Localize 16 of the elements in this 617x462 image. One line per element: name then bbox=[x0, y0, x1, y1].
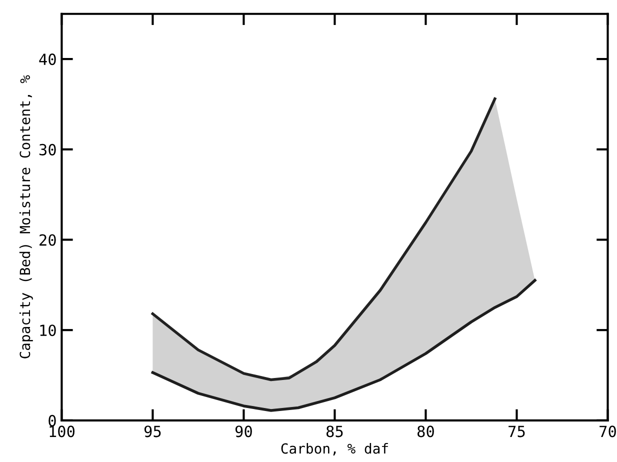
y-tick-label: 40 bbox=[39, 54, 56, 66]
y-tick-label: 30 bbox=[39, 144, 56, 156]
y-tick-label: 0 bbox=[48, 414, 56, 426]
x-tick-label: 80 bbox=[418, 426, 434, 438]
x-tick-label: 95 bbox=[144, 426, 161, 438]
line-series bbox=[151, 97, 496, 382]
x-tick-label: 75 bbox=[508, 426, 525, 438]
x-axis-title: Carbon, % daf bbox=[281, 443, 388, 456]
y-tick-label: 10 bbox=[40, 324, 56, 336]
line-series bbox=[151, 278, 536, 412]
x-tick-label: 70 bbox=[600, 426, 616, 438]
x-tick-label: 90 bbox=[235, 426, 252, 438]
x-tick-label: 85 bbox=[326, 426, 343, 438]
y-tick-label: 20 bbox=[40, 234, 56, 246]
x-tick-label: 100 bbox=[50, 426, 75, 438]
y-axis-title: Capacity (Bed) Moisture Content, % bbox=[19, 75, 33, 358]
